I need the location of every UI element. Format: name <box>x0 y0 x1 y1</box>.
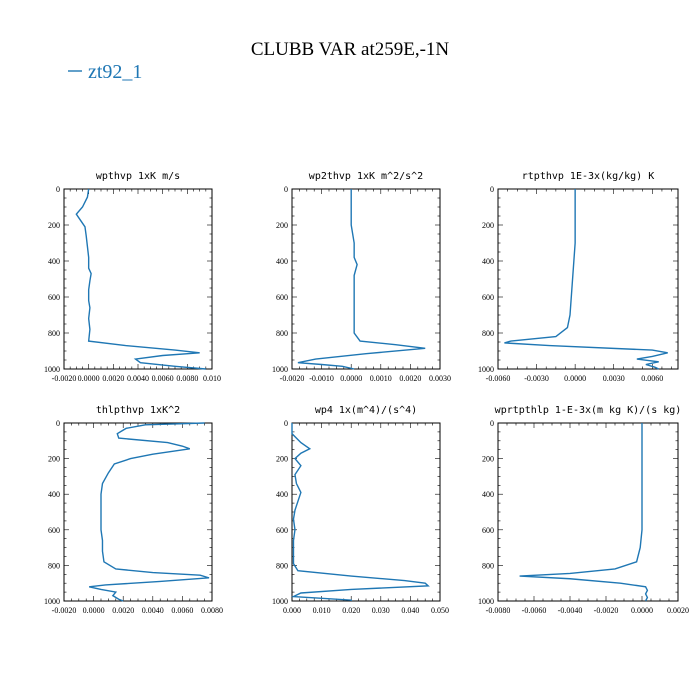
y-tick-label: 0 <box>56 185 60 194</box>
panel-6: wprtpthlp 1-E-3x(m kg K)/(s kg)0 200 400 60… <box>478 405 689 615</box>
series-line <box>75 188 206 370</box>
panel-title: thlpthvp 1xK^2 <box>96 405 180 416</box>
x-tick-label: -0.0030 <box>524 374 549 383</box>
series-line <box>290 423 430 601</box>
y-tick-label: 1000 <box>478 365 494 374</box>
y-tick-label: 400 <box>48 257 60 266</box>
y-tick-label: 200 <box>276 221 288 230</box>
y-tick-label: 400 <box>48 490 60 499</box>
y-tick-label: 1000 <box>272 597 288 606</box>
panel-title: wprtpthlp 1-E-3x(m kg K)/(s kg) <box>495 405 682 416</box>
y-tick-label: 200 <box>48 455 60 464</box>
y-tick-label: 600 <box>482 293 494 302</box>
x-tick-label: 0.0040 <box>142 606 164 615</box>
y-tick-label: 200 <box>482 221 494 230</box>
x-tick-label: -0.0060 <box>486 374 511 383</box>
x-tick-label: -0.0080 <box>486 606 511 615</box>
x-tick-label: -0.0020 <box>594 606 619 615</box>
x-tick-label: -0.0020 <box>280 374 305 383</box>
x-tick-label: -0.0040 <box>558 606 583 615</box>
y-tick-label: 200 <box>48 221 60 230</box>
x-tick-label: 0.0060 <box>152 374 174 383</box>
panel-title: wpthvp 1xK m/s <box>96 171 180 182</box>
y-tick-label: 0 <box>284 419 288 428</box>
panel-title: wp2thvp 1xK m^2/s^2 <box>309 171 423 182</box>
x-tick-label: 0.010 <box>313 606 331 615</box>
x-tick-label: -0.0060 <box>522 606 547 615</box>
x-tick-label: 0.0030 <box>603 374 625 383</box>
y-tick-label: 1000 <box>478 597 494 606</box>
series-line <box>297 189 426 370</box>
series-line <box>519 423 649 602</box>
y-tick-label: 400 <box>276 257 288 266</box>
panel-title: rtpthvp 1E-3x(kg/kg) K <box>522 171 654 182</box>
y-tick-label: 400 <box>482 257 494 266</box>
y-tick-label: 800 <box>48 561 60 570</box>
panel-4: thlpthvp 1xK^2 0 200 400 600 800 1000-0.0020 0.… <box>44 405 223 615</box>
y-tick-label: 200 <box>482 455 494 464</box>
y-tick-label: 0 <box>284 185 288 194</box>
x-tick-label: 0.0000 <box>78 374 100 383</box>
x-tick-label: 0.0060 <box>641 374 663 383</box>
x-tick-label: 0.0020 <box>399 374 421 383</box>
x-tick-label: 0.000 <box>283 606 301 615</box>
y-tick-label: 0 <box>490 419 494 428</box>
y-tick-label: 800 <box>482 329 494 338</box>
y-tick-label: 1000 <box>44 597 60 606</box>
panel-2: wp2thvp 1xK m^2/s^202004006008001000-0.0… <box>272 171 451 383</box>
x-tick-label: 0.0000 <box>564 374 586 383</box>
panel-title: wp4 1x(m^4)/(s^4) <box>315 405 417 416</box>
x-tick-label: 0.010 <box>203 374 221 383</box>
x-tick-label: 0.0000 <box>631 606 653 615</box>
x-tick-label: 0.0080 <box>201 606 223 615</box>
legend-label: zt92_1 <box>88 61 142 83</box>
x-tick-label: 0.0060 <box>171 606 193 615</box>
x-tick-label: 0.0000 <box>83 606 105 615</box>
x-tick-label: -0.0020 <box>52 606 77 615</box>
x-tick-label: 0.0000 <box>340 374 362 383</box>
y-tick-label: 600 <box>276 526 288 535</box>
series-line <box>89 422 210 602</box>
y-tick-label: 400 <box>276 490 288 499</box>
legend: zt92_1 <box>68 61 142 83</box>
y-tick-label: 800 <box>482 561 494 570</box>
panel-3: rtpthvp 1E-3x(kg/kg) K02004006008001000-… <box>478 171 679 383</box>
y-tick-label: 1000 <box>272 365 288 374</box>
y-tick-label: 400 <box>482 490 494 499</box>
y-tick-label: 600 <box>276 293 288 302</box>
plot-frame <box>291 422 441 602</box>
y-tick-label: 600 <box>48 526 60 535</box>
y-tick-label: 0 <box>56 419 60 428</box>
y-tick-label: 0 <box>490 185 494 194</box>
figure-title: CLUBB VAR at259E,-1N <box>251 39 450 60</box>
y-tick-label: 1000 <box>44 365 60 374</box>
x-tick-label: 0.0020 <box>112 606 134 615</box>
x-tick-label: 0.030 <box>372 606 390 615</box>
y-tick-label: 800 <box>48 329 60 338</box>
y-tick-label: 800 <box>276 561 288 570</box>
x-tick-label: -0.0010 <box>309 374 334 383</box>
x-tick-label: 0.0080 <box>176 374 198 383</box>
x-tick-label: -0.0020 <box>52 374 77 383</box>
x-tick-label: 0.020 <box>342 606 360 615</box>
y-tick-label: 600 <box>48 293 60 302</box>
y-tick-label: 200 <box>276 455 288 464</box>
plot-frame <box>63 188 213 370</box>
x-tick-label: 0.0020 <box>667 606 689 615</box>
plot-frame <box>497 188 679 370</box>
plot-frame <box>497 422 679 602</box>
x-tick-label: 0.0040 <box>127 374 149 383</box>
x-tick-label: 0.050 <box>431 606 449 615</box>
x-tick-label: 0.0030 <box>429 374 451 383</box>
x-tick-label: 0.0020 <box>102 374 124 383</box>
series-line <box>504 189 668 370</box>
y-tick-label: 600 <box>482 526 494 535</box>
y-tick-label: 800 <box>276 329 288 338</box>
x-tick-label: 0.040 <box>401 606 419 615</box>
x-tick-label: 0.0010 <box>370 374 392 383</box>
